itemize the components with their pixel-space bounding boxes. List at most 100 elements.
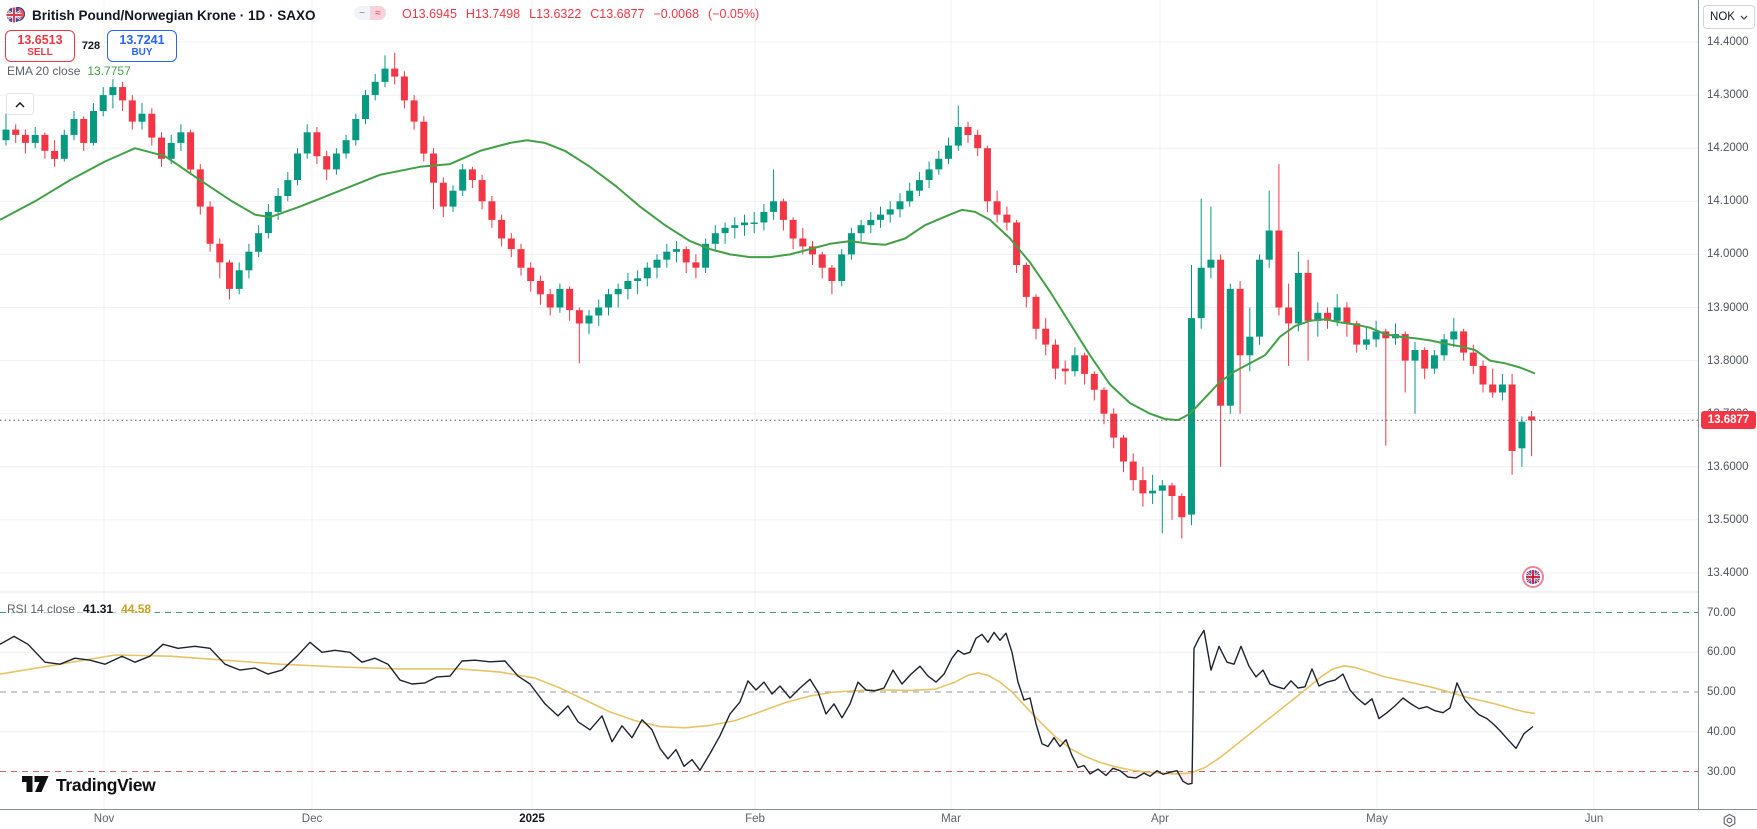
tradingview-logo-icon [22, 772, 49, 798]
buy-label: BUY [131, 47, 153, 59]
candle-body [595, 307, 603, 316]
candle-body [566, 288, 574, 311]
candle-body [799, 238, 807, 247]
buy-price: 13.7241 [119, 32, 165, 47]
candle-body [507, 238, 515, 250]
candle-body [857, 225, 865, 234]
candle-body [614, 288, 622, 295]
candle-body [371, 81, 379, 96]
candle-body [779, 201, 787, 220]
candle-body [1042, 328, 1050, 345]
rsi-value: 41.31 [83, 602, 114, 616]
price-axis-label: 13.6000 [1707, 460, 1749, 473]
candle-body [1139, 480, 1147, 494]
candle-body [1362, 339, 1370, 345]
candle-body [216, 243, 224, 263]
candle-body [1003, 214, 1011, 223]
candle-body [1275, 230, 1283, 308]
candle-body [663, 251, 671, 260]
candle-body [643, 267, 651, 279]
collapse-values-toggle[interactable]: − [354, 6, 370, 20]
legend-collapse-button[interactable] [6, 93, 34, 115]
time-axis[interactable]: Nov Dec 2025 Feb Mar Apr May Jun [0, 809, 1757, 829]
rsi-legend: RSI 14 close 41.31 44.58 [7, 602, 156, 616]
candle-body [187, 132, 195, 170]
candle-body [1197, 267, 1205, 319]
rsi-axis-label: 70.00 [1707, 606, 1736, 619]
candle-body [896, 201, 904, 210]
candle-body [750, 222, 758, 224]
candle-body [818, 254, 826, 268]
candle-body [245, 251, 253, 271]
rsi-axis-label: 50.00 [1707, 686, 1736, 698]
candle-body [1294, 273, 1302, 324]
candle-body [313, 132, 321, 157]
candle-body [264, 211, 272, 234]
candle-body [721, 227, 729, 234]
candle-body [692, 262, 700, 268]
candle-body [1236, 288, 1244, 356]
rsi-axis-label: 60.00 [1707, 646, 1736, 659]
candle-body [400, 76, 408, 101]
candle-body [828, 267, 836, 281]
rsi-axis-label: 30.00 [1707, 765, 1736, 778]
candle-body [323, 156, 331, 170]
candle-body [226, 262, 233, 289]
candle-body [1489, 384, 1497, 393]
candle-body [284, 180, 292, 196]
candle-body [653, 259, 661, 268]
ema-value: 13.7757 [87, 64, 131, 78]
approx-values-toggle[interactable]: ≈ [370, 6, 386, 20]
candle-body [255, 233, 263, 252]
candle-body [1032, 296, 1040, 329]
sell-label: SELL [27, 47, 53, 59]
candle-body [1460, 331, 1468, 353]
candle-body [634, 278, 642, 281]
candle-body [1411, 350, 1419, 361]
candle-body [167, 142, 175, 159]
candle-body [789, 219, 797, 239]
high-value: H13.7498 [465, 7, 521, 21]
time-axis-label: May [1366, 813, 1388, 825]
price-axis-label: 14.2000 [1707, 142, 1749, 155]
candle-body [1188, 318, 1195, 515]
candle-body [867, 219, 875, 226]
candle-body [1022, 265, 1030, 297]
rsi-label: RSI 14 close [7, 602, 76, 616]
tradingview-logo-text: TradingView [56, 774, 156, 795]
change-percent: (−0.05%) [708, 7, 760, 21]
candle-body [1061, 368, 1069, 372]
candle-body [1430, 355, 1438, 369]
sell-button[interactable]: 13.6513 SELL [5, 30, 75, 62]
tradingview-logo[interactable]: TradingView [22, 772, 156, 798]
candle-body [196, 169, 204, 207]
candle-body [1051, 344, 1059, 369]
symbol-header: British Pound/Norwegian Krone · 1D · SAX… [6, 5, 316, 25]
candle-body [935, 158, 943, 170]
candle-body [381, 68, 389, 82]
candle-body [1090, 373, 1098, 390]
symbol-title[interactable]: British Pound/Norwegian Krone · 1D · SAX… [32, 7, 316, 23]
buy-button[interactable]: 13.7241 BUY [107, 30, 177, 62]
candle-body [517, 249, 525, 268]
price-axis[interactable]: NOK 13.6877 14.4000 14.3000 14.2000 14.1000… [1698, 0, 1757, 809]
candle-body [682, 249, 690, 263]
candle-body [274, 196, 282, 212]
candle-body [1149, 490, 1157, 494]
candle-body [303, 132, 311, 154]
currency-selector[interactable]: NOK [1703, 5, 1755, 29]
gear-icon[interactable] [1718, 811, 1740, 829]
close-value: C13.6877 [590, 7, 645, 21]
candle-body [430, 153, 437, 183]
candle-body [1207, 259, 1215, 268]
candle-body [770, 201, 778, 212]
open-value: O13.6945 [402, 7, 457, 21]
candle-body [556, 288, 564, 308]
candle-body [527, 267, 535, 281]
candle-body [945, 145, 952, 159]
time-axis-label: Apr [1151, 813, 1169, 825]
candle-body [1081, 355, 1089, 374]
candle-body [1401, 334, 1409, 361]
